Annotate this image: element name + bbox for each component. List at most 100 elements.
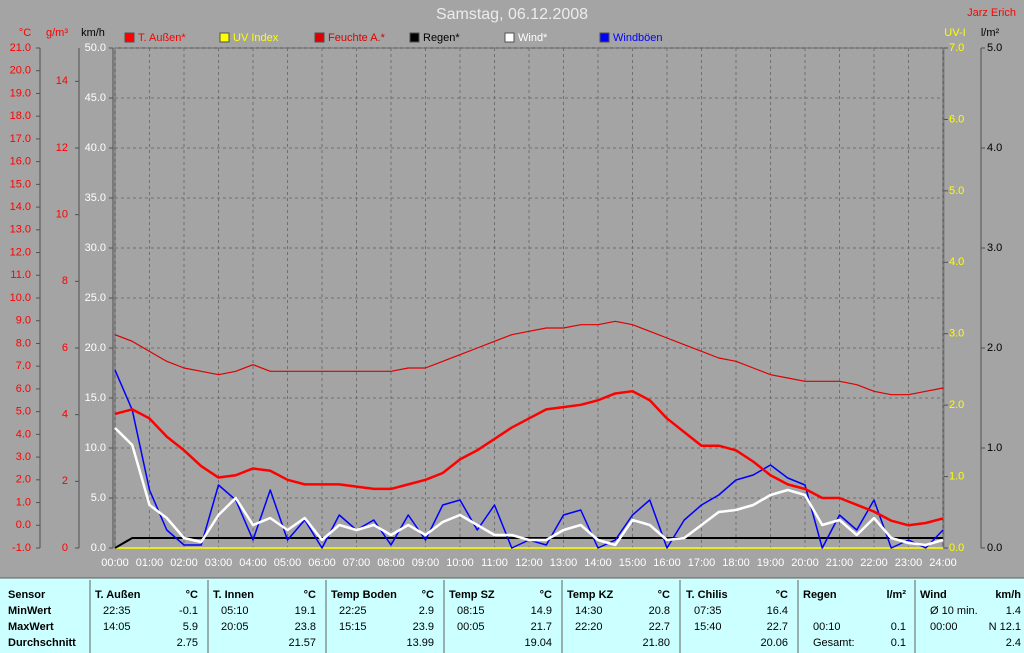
table-cell: 22:25: [339, 605, 367, 617]
legend-swatch: [314, 32, 325, 43]
x-tick-label: 12:00: [515, 557, 543, 569]
y-tick-label: 10: [56, 209, 68, 221]
table-cell: 07:35: [694, 605, 722, 617]
table-cell: 22.7: [767, 621, 788, 633]
y-tick-label: 3.0: [949, 328, 964, 340]
legend-label: Wind*: [518, 32, 548, 44]
y-tick-label: 4.0: [16, 428, 31, 440]
y-tick-label: 11.0: [10, 269, 31, 281]
y-tick-label: 15.0: [10, 178, 31, 190]
y-tick-label: 5.0: [16, 406, 31, 418]
table-cell: 0.1: [891, 621, 906, 633]
table-cell: °C: [304, 589, 316, 601]
table-cell: 20.06: [760, 637, 788, 649]
y-tick-label: 2: [62, 475, 68, 487]
x-tick-label: 20:00: [791, 557, 819, 569]
x-tick-label: 21:00: [826, 557, 854, 569]
legend-swatch: [504, 32, 515, 43]
table-cell: T. Außen: [95, 589, 141, 601]
axis-unit: g/m³: [46, 27, 68, 39]
table-cell: 15:40: [694, 621, 722, 633]
y-tick-label: 5.0: [91, 492, 106, 504]
legend-swatch: [219, 32, 230, 43]
x-tick-label: 16:00: [653, 557, 681, 569]
y-tick-label: 8.0: [16, 337, 31, 349]
y-tick-label: 40.0: [85, 142, 106, 154]
table-cell: 21.57: [288, 637, 316, 649]
x-tick-label: 10:00: [446, 557, 474, 569]
table-cell: 23.8: [295, 621, 316, 633]
table-cell: T. Innen: [213, 589, 254, 601]
y-tick-label: 18.0: [10, 110, 31, 122]
table-cell: 21.80: [642, 637, 670, 649]
y-tick-label: 19.0: [10, 87, 31, 99]
table-cell: 19.04: [524, 637, 552, 649]
axis-unit: l/m²: [981, 27, 1000, 39]
author: Jarz Erich: [967, 7, 1016, 19]
table-cell: Wind: [920, 589, 947, 601]
table-cell: MaxWert: [8, 621, 54, 633]
x-tick-label: 24:00: [929, 557, 957, 569]
x-tick-label: 01:00: [136, 557, 164, 569]
y-tick-label: 7.0: [949, 42, 964, 54]
x-tick-label: 14:00: [584, 557, 612, 569]
table-cell: N 12.1: [989, 621, 1021, 633]
y-tick-label: 1.0: [16, 496, 31, 508]
x-tick-label: 13:00: [550, 557, 578, 569]
y-tick-label: 45.0: [85, 92, 106, 104]
table-cell: °C: [658, 589, 670, 601]
table-cell: Sensor: [8, 589, 46, 601]
table-cell: 20.8: [649, 605, 670, 617]
y-tick-label: 0.0: [949, 542, 964, 554]
y-tick-label: 13.0: [10, 224, 31, 236]
y-tick-label: 6.0: [949, 113, 964, 125]
y-tick-label: 5.0: [987, 42, 1002, 54]
y-tick-label: 0.0: [91, 542, 106, 554]
x-tick-label: 07:00: [343, 557, 371, 569]
legend-swatch: [124, 32, 135, 43]
y-tick-label: 2.0: [949, 399, 964, 411]
table-cell: 22.7: [649, 621, 670, 633]
y-tick-label: 10.0: [85, 442, 106, 454]
table-cell: 22:20: [575, 621, 603, 633]
legend-label: UV Index: [233, 32, 279, 44]
table-cell: 23.9: [413, 621, 434, 633]
table-cell: Durchschnitt: [8, 637, 76, 649]
y-tick-label: 12: [56, 142, 68, 154]
y-tick-label: 0.0: [987, 542, 1002, 554]
y-tick-label: 17.0: [10, 133, 31, 145]
y-tick-label: 7.0: [16, 360, 31, 372]
table-cell: T. Chilis: [686, 589, 728, 601]
y-tick-label: 0: [62, 542, 68, 554]
y-tick-label: 14.0: [10, 201, 31, 213]
y-tick-label: 9.0: [16, 315, 31, 327]
y-tick-label: 15.0: [85, 392, 106, 404]
axis-unit: km/h: [81, 27, 105, 39]
table-cell: -0.1: [179, 605, 198, 617]
y-tick-label: 4: [62, 409, 68, 421]
table-cell: °C: [186, 589, 198, 601]
table-cell: 15:15: [339, 621, 367, 633]
table-cell: 05:10: [221, 605, 249, 617]
table-cell: Temp SZ: [449, 589, 495, 601]
y-tick-label: 20.0: [10, 65, 31, 77]
series-line: [114, 320, 944, 396]
x-tick-label: 06:00: [308, 557, 336, 569]
y-tick-label: 30.0: [85, 242, 106, 254]
x-tick-label: 11:00: [481, 557, 508, 569]
table-cell: MinWert: [8, 605, 52, 617]
x-tick-label: 17:00: [688, 557, 716, 569]
y-tick-label: -1.0: [12, 542, 31, 554]
y-tick-label: 1.0: [987, 442, 1002, 454]
x-tick-label: 03:00: [205, 557, 233, 569]
table-cell: 16.4: [767, 605, 788, 617]
table-cell: 14:30: [575, 605, 603, 617]
legend-label: Feuchte A.*: [328, 32, 386, 44]
y-tick-label: 4.0: [949, 256, 964, 268]
y-tick-label: 16.0: [10, 156, 31, 168]
x-tick-label: 08:00: [377, 557, 405, 569]
legend-label: Windböen: [613, 32, 663, 44]
table-cell: 08:15: [457, 605, 485, 617]
y-tick-label: 6.0: [16, 383, 31, 395]
table-cell: 22:35: [103, 605, 131, 617]
